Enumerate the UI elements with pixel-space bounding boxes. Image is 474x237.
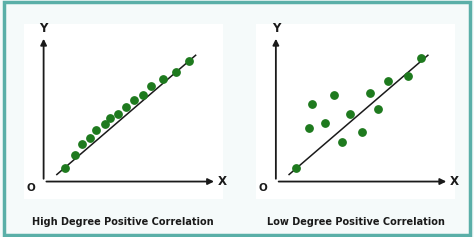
Point bbox=[309, 102, 316, 106]
Text: O: O bbox=[258, 183, 267, 193]
Text: X: X bbox=[449, 175, 458, 188]
Text: High Degree Positive Correlation: High Degree Positive Correlation bbox=[32, 217, 214, 227]
Point bbox=[292, 166, 300, 169]
Point bbox=[78, 142, 85, 146]
Text: X: X bbox=[217, 175, 226, 188]
Point bbox=[114, 112, 122, 116]
Point bbox=[147, 84, 155, 88]
Text: Y: Y bbox=[272, 23, 280, 36]
Point bbox=[71, 153, 79, 157]
Text: O: O bbox=[26, 183, 35, 193]
Point bbox=[61, 166, 69, 169]
Point bbox=[139, 93, 146, 96]
Point bbox=[131, 98, 138, 102]
Point bbox=[366, 91, 374, 95]
Point bbox=[384, 79, 392, 82]
Point bbox=[338, 140, 346, 144]
Point bbox=[322, 121, 329, 124]
Point bbox=[358, 131, 365, 134]
Point bbox=[106, 117, 113, 120]
Point bbox=[374, 107, 382, 110]
Point bbox=[101, 122, 109, 126]
Point bbox=[305, 126, 313, 130]
Point bbox=[404, 74, 412, 78]
Point bbox=[330, 93, 337, 96]
Point bbox=[159, 77, 166, 81]
Point bbox=[172, 70, 180, 74]
Point bbox=[86, 136, 94, 140]
Point bbox=[418, 56, 425, 60]
Text: Low Degree Positive Correlation: Low Degree Positive Correlation bbox=[266, 217, 445, 227]
Text: Y: Y bbox=[39, 23, 48, 36]
Point bbox=[93, 128, 100, 132]
Point bbox=[346, 112, 354, 116]
Point bbox=[185, 59, 193, 63]
Point bbox=[122, 105, 130, 109]
